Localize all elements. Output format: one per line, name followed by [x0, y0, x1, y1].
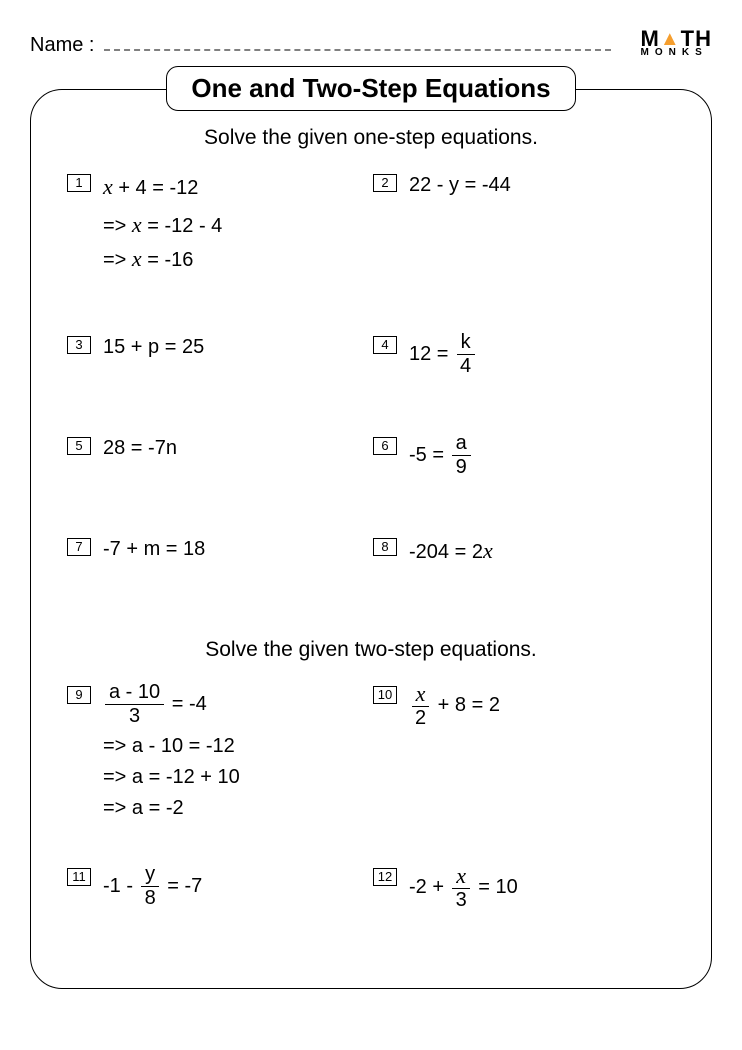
question-number: 1: [67, 174, 91, 192]
header: Name : M▲TH MONKS: [30, 30, 712, 58]
section1-heading: Solve the given one-step equations.: [67, 126, 675, 150]
question-number: 3: [67, 336, 91, 354]
question-number: 10: [373, 686, 397, 704]
section2-heading: Solve the given two-step equations.: [67, 638, 675, 662]
equation: 12 = k4: [409, 332, 477, 377]
question-number: 7: [67, 538, 91, 556]
question-number: 5: [67, 437, 91, 455]
worked-solution: => a - 10 = -12 => a = -12 + 10 => a = -…: [103, 731, 240, 824]
page-title: One and Two-Step Equations: [166, 66, 575, 111]
question-7: 7 -7 + m = 18: [67, 534, 369, 568]
fraction: k4: [456, 332, 475, 377]
section1-grid: 1 x + 4 = -12 => x = -12 - 4 => x = -16 …: [67, 170, 675, 568]
fraction: a - 103: [105, 682, 164, 727]
question-number: 6: [373, 437, 397, 455]
name-row: Name :: [30, 31, 641, 57]
equation: -7 + m = 18: [103, 534, 205, 565]
question-9: 9 a - 103 = -4 => a - 10 = -12 => a = -1…: [67, 682, 369, 824]
question-number: 2: [373, 174, 397, 192]
question-12: 12 -2 + x3 = 10: [373, 864, 675, 911]
question-number: 12: [373, 868, 397, 886]
section2-grid: 9 a - 103 = -4 => a - 10 = -12 => a = -1…: [67, 682, 675, 911]
question-2: 2 22 - y = -44: [373, 170, 675, 276]
question-10: 10 x2 + 8 = 2: [373, 682, 675, 824]
triangle-icon: ▲: [660, 31, 681, 48]
logo: M▲TH MONKS: [641, 30, 712, 58]
equation: 15 + p = 25: [103, 332, 204, 363]
equation: x + 4 = -12 => x = -12 - 4 => x = -16: [103, 170, 222, 276]
name-input-line[interactable]: [104, 49, 610, 51]
question-4: 4 12 = k4: [373, 332, 675, 377]
equation: -5 = a9: [409, 433, 473, 478]
question-5: 5 28 = -7n: [67, 433, 369, 478]
question-number: 11: [67, 868, 91, 886]
question-6: 6 -5 = a9: [373, 433, 675, 478]
name-label: Name :: [30, 34, 94, 57]
equation: a - 103 = -4 => a - 10 = -12 => a = -12 …: [103, 682, 240, 824]
question-8: 8 -204 = 2x: [373, 534, 675, 568]
question-number: 8: [373, 538, 397, 556]
fraction: a9: [452, 433, 471, 478]
fraction: x3: [452, 864, 471, 911]
fraction: y8: [141, 864, 160, 909]
equation: -2 + x3 = 10: [409, 864, 518, 911]
question-number: 4: [373, 336, 397, 354]
equation: x2 + 8 = 2: [409, 682, 500, 729]
equation: 22 - y = -44: [409, 170, 511, 201]
question-3: 3 15 + p = 25: [67, 332, 369, 377]
question-1: 1 x + 4 = -12 => x = -12 - 4 => x = -16: [67, 170, 369, 276]
equation: -204 = 2x: [409, 534, 493, 568]
worked-solution: => x = -12 - 4 => x = -16: [103, 208, 222, 276]
question-11: 11 -1 - y8 = -7: [67, 864, 369, 911]
equation: -1 - y8 = -7: [103, 864, 202, 909]
logo-line2: MONKS: [641, 49, 712, 58]
question-number: 9: [67, 686, 91, 704]
equation: 28 = -7n: [103, 433, 177, 464]
fraction: x2: [411, 682, 430, 729]
worksheet-frame: Solve the given one-step equations. 1 x …: [30, 89, 712, 989]
